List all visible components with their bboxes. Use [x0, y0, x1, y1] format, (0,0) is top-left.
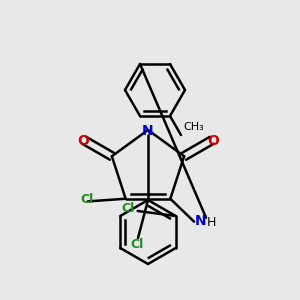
Text: N: N: [142, 124, 154, 138]
Text: Cl: Cl: [130, 238, 144, 251]
Text: Cl: Cl: [80, 193, 93, 206]
Text: N: N: [194, 214, 206, 228]
Text: CH₃: CH₃: [183, 122, 204, 132]
Text: O: O: [207, 134, 219, 148]
Text: H: H: [206, 216, 216, 229]
Text: Cl: Cl: [122, 202, 135, 215]
Text: O: O: [77, 134, 89, 148]
